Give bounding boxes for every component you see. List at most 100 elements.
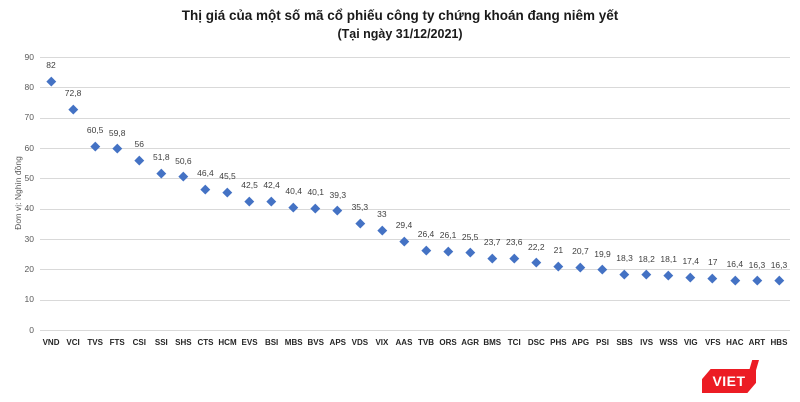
- data-point-TCI: [509, 253, 519, 264]
- data-point-VND: [46, 76, 56, 86]
- x-tick-label-VIG: VIG: [683, 338, 698, 347]
- data-point-BVS: [311, 203, 321, 214]
- x-tick-label-VND: VND: [42, 338, 60, 347]
- data-label-WSS: 18,1: [660, 254, 677, 265]
- data-label-BVS: 40,1: [307, 187, 324, 198]
- gridline: [40, 57, 790, 58]
- data-point-TVS: [90, 141, 100, 152]
- data-label-CSI: 56: [134, 139, 144, 150]
- x-tick-label-IVS: IVS: [640, 338, 654, 347]
- x-tick-label-VIX: VIX: [375, 338, 389, 347]
- data-point-ART: [752, 275, 762, 286]
- data-label-FTS: 59,8: [108, 127, 126, 138]
- data-point-APS: [333, 206, 343, 216]
- data-point-VIX: [377, 225, 387, 235]
- data-point-BSI: [266, 196, 277, 207]
- data-point-VCI: [68, 104, 78, 114]
- x-tick-label-VFS: VFS: [705, 338, 721, 347]
- x-axis-labels: VND VCI TVS FTS CSI SSI SHS CTS HCM EVS BSI MBS BVS A…: [40, 338, 790, 350]
- data-point-HCM: [222, 187, 233, 197]
- x-tick-label-HBS: HBS: [770, 338, 788, 347]
- x-tick-label-HCM: HCM: [218, 338, 237, 347]
- data-label-ART: 16,3: [748, 259, 766, 270]
- y-tick-label: 60: [24, 142, 34, 153]
- x-tick-label-PSI: PSI: [596, 338, 609, 347]
- data-label-TVS: 60,5: [86, 125, 104, 136]
- x-tick-label-SHS: SHS: [175, 338, 192, 347]
- x-tick-label-VCI: VCI: [66, 338, 80, 347]
- data-label-ORS: 26,1: [439, 229, 457, 240]
- viet-logo-flag-icon: [749, 360, 759, 371]
- data-label-HBS: 16,3: [770, 259, 788, 270]
- gridline: [40, 239, 790, 240]
- data-point-SBS: [619, 269, 630, 280]
- data-label-APG: 20,7: [572, 246, 589, 257]
- gridline: [40, 117, 790, 119]
- data-label-TVB: 26,4: [417, 228, 435, 239]
- x-tick-label-MBS: MBS: [284, 338, 303, 347]
- data-label-PSI: 19,9: [594, 248, 611, 259]
- x-tick-label-FTS: FTS: [109, 338, 125, 347]
- data-label-SHS: 50,6: [175, 155, 192, 166]
- x-tick-label-CSI: CSI: [132, 338, 146, 347]
- gridline: [40, 148, 790, 149]
- data-point-WSS: [664, 270, 674, 280]
- data-label-VIG: 17,4: [682, 256, 699, 267]
- y-tick-label: 90: [24, 51, 34, 62]
- data-label-SSI: 51,8: [153, 151, 170, 162]
- x-tick-label-BSI: BSI: [264, 338, 279, 347]
- data-label-VND: 82: [46, 60, 56, 71]
- gridline: [40, 330, 790, 331]
- data-label-SBS: 18,3: [616, 253, 633, 264]
- data-label-TCI: 23,6: [505, 237, 523, 248]
- data-point-BMS: [487, 253, 497, 263]
- x-tick-label-BVS: BVS: [307, 338, 324, 347]
- viet-logo: VIET: [702, 369, 756, 393]
- gridline: [40, 269, 790, 271]
- data-point-CTS: [200, 184, 211, 194]
- x-tick-label-VDS: VDS: [351, 338, 369, 347]
- y-axis-ticks: 0 10 20 30 40 50 60 70 80 90: [0, 52, 34, 335]
- data-label-BMS: 23,7: [483, 237, 501, 248]
- x-tick-label-SBS: SBS: [616, 338, 633, 347]
- plot-area: 82 72,8 60,5 59,8 56 51,8 50,6 46,4 45,5 42,5 42,4…: [40, 57, 790, 331]
- x-tick-label-AAS: AAS: [395, 338, 413, 347]
- data-label-MBS: 40,4: [285, 186, 302, 197]
- data-point-VFS: [708, 273, 718, 284]
- data-point-CSI: [134, 155, 144, 165]
- data-label-EVS: 42,5: [241, 180, 258, 191]
- data-label-VDS: 35,3: [351, 201, 369, 212]
- data-label-CTS: 46,4: [197, 168, 214, 179]
- y-tick-label: 50: [24, 172, 34, 183]
- data-point-VDS: [355, 218, 365, 228]
- data-label-BSI: 42,4: [263, 180, 280, 191]
- data-point-AAS: [399, 236, 409, 246]
- x-tick-label-DSC: DSC: [527, 338, 545, 347]
- data-point-TVB: [421, 245, 431, 255]
- data-point-EVS: [244, 196, 255, 206]
- x-tick-label-HAC: HAC: [726, 338, 744, 347]
- data-point-AGR: [465, 247, 475, 258]
- x-tick-label-BMS: BMS: [483, 338, 502, 347]
- y-tick-label: 20: [24, 263, 34, 274]
- gridline: [40, 178, 790, 180]
- data-label-VCI: 72,8: [64, 88, 82, 99]
- x-tick-label-SSI: SSI: [154, 338, 168, 347]
- chart-subtitle: (Tại ngày 31/12/2021): [337, 27, 463, 41]
- data-label-HAC: 16,4: [726, 259, 744, 270]
- data-point-IVS: [641, 270, 652, 280]
- data-point-APG: [575, 262, 586, 272]
- y-tick-label: 40: [24, 203, 34, 214]
- data-point-SHS: [178, 171, 189, 182]
- x-tick-label-TVS: TVS: [87, 338, 103, 347]
- data-point-ORS: [443, 246, 453, 256]
- gridline: [40, 299, 790, 301]
- data-label-IVS: 18,2: [638, 253, 655, 264]
- data-point-HBS: [774, 275, 784, 286]
- x-tick-label-TVB: TVB: [418, 338, 435, 347]
- data-label-VIX: 33: [377, 208, 387, 219]
- data-point-FTS: [112, 143, 122, 154]
- data-point-SSI: [156, 168, 166, 178]
- data-label-DSC: 22,2: [528, 241, 545, 252]
- data-point-MBS: [289, 202, 299, 213]
